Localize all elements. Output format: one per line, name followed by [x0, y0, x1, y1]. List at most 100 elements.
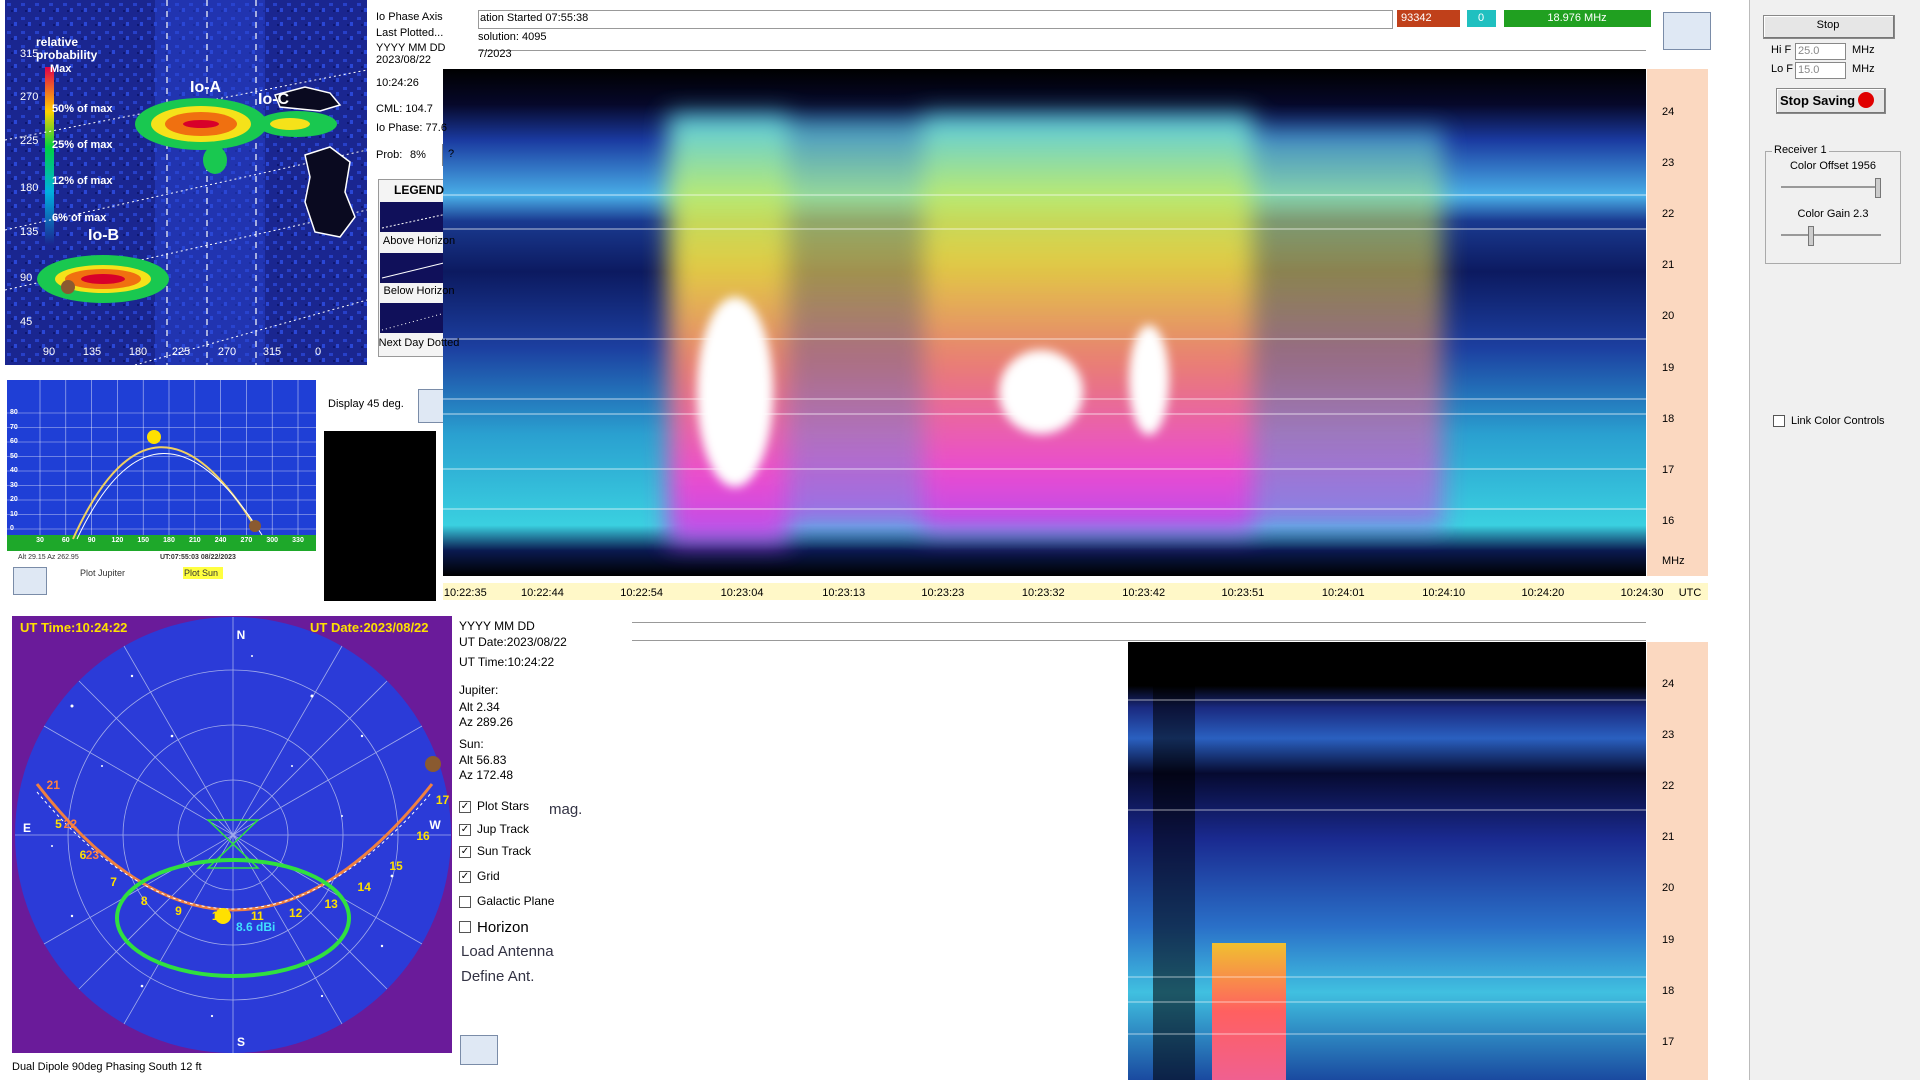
hour-label: 13 [324, 896, 338, 911]
option-checkbox[interactable]: ✓ [459, 824, 471, 836]
ut-date: UT Date:2023/08/22 [310, 620, 429, 635]
time-tick-label: 10:22:35 [443, 587, 487, 599]
footer-text: Alt 29.15 Az 262.95 [18, 554, 79, 561]
time-axis-band [443, 583, 1708, 600]
lo-f-input[interactable] [1795, 62, 1846, 79]
info-text: Display 45 deg. [328, 398, 404, 410]
camera-button[interactable] [460, 1035, 498, 1065]
camera-button[interactable] [13, 567, 47, 595]
direction-label: N [236, 628, 246, 642]
y-tick-label: 135 [20, 226, 39, 238]
option-checkbox[interactable]: ✓ [459, 871, 471, 883]
x-tick-label: 315 [262, 346, 282, 358]
checkbox-label[interactable]: Link Color Controls [1791, 415, 1885, 427]
counter-box [1397, 10, 1460, 27]
stop-button[interactable] [1763, 15, 1895, 39]
offset-thumb[interactable] [1875, 178, 1881, 198]
time-tick-label: 10:24:01 [1321, 587, 1365, 599]
frequency-axis-band [1647, 69, 1708, 576]
y-tick-label: 80 [10, 409, 18, 416]
x-tick-label: 270 [217, 346, 237, 358]
legend-item: Above Horizon [382, 235, 456, 247]
info-text: YYYY MM DD [459, 619, 535, 633]
time-tick-label: 10:24:30 [1620, 587, 1664, 599]
time-tick-label: 10:24:20 [1521, 587, 1565, 599]
info-text: Alt 56.83 [459, 753, 507, 767]
hour-label: 7 [110, 874, 117, 889]
axis-unit: UTC [1678, 587, 1702, 599]
option-label[interactable]: Jup Track [477, 822, 530, 836]
button-label[interactable]: Stop [1816, 19, 1840, 31]
gain-thumb[interactable] [1808, 226, 1814, 246]
offset-slider[interactable] [1781, 186, 1881, 188]
time-tick-label: 10:24:10 [1422, 587, 1466, 599]
option-label[interactable]: Plot Stars [477, 799, 530, 813]
status-text: solution: 4095 [478, 31, 547, 43]
link-checkbox[interactable] [1773, 415, 1785, 427]
preview-box [324, 431, 436, 601]
option-checkbox[interactable] [459, 921, 471, 933]
region-label: Io-C [258, 91, 290, 108]
y-tick-label: 315 [20, 48, 39, 60]
button-label[interactable]: Stop Saving [1780, 93, 1856, 108]
x-tick-label: 180 [128, 346, 148, 358]
option-label[interactable]: Grid [477, 869, 500, 883]
info-text: Last Plotted... [376, 27, 444, 39]
status-text: ation Started 07:55:38 [480, 12, 589, 24]
hour-label: 6 [79, 847, 87, 862]
option-label[interactable]: Horizon [477, 919, 529, 936]
info-text: Io Phase Axis [376, 11, 443, 23]
counter-text: 93342 [1401, 12, 1432, 24]
hour-label: 10 [211, 908, 226, 923]
legend-item: Below Horizon [383, 285, 455, 297]
group-label: Receiver 1 [1772, 144, 1829, 156]
x-tick-label: 180 [163, 537, 175, 544]
option-label[interactable]: Sun Track [477, 844, 532, 858]
option-checkbox[interactable] [459, 896, 471, 908]
y-tick-label: 225 [20, 135, 39, 147]
checkbox-label[interactable]: Plot Jupiter [80, 568, 126, 578]
link-label[interactable]: Define Ant. [461, 968, 535, 985]
io-phase-plot [5, 0, 367, 365]
status-field [478, 10, 1393, 29]
y-tick-label: 20 [10, 496, 18, 503]
hour-label: 23 [85, 847, 100, 862]
checkbox-label[interactable]: Plot Sun [184, 568, 219, 578]
separator [478, 50, 1646, 51]
direction-label: W [429, 818, 441, 832]
frequency-tick-label: 21 [1662, 259, 1675, 272]
zero-box [1467, 10, 1496, 27]
hour-label: 12 [288, 906, 303, 921]
frequency-tick-label: 19 [1662, 361, 1675, 374]
option-checkbox[interactable]: ✓ [459, 801, 471, 813]
direction-label: E [22, 821, 32, 835]
camera-button[interactable] [1663, 12, 1711, 50]
lower-spectrogram [1128, 642, 1646, 1080]
hi-f-input[interactable] [1795, 43, 1846, 60]
time-tick-label: 10:22:44 [521, 587, 564, 599]
time-tick-label: 10:23:04 [720, 587, 764, 599]
frequency-tick-label: 24 [1662, 106, 1675, 118]
field-value: 15.0 [1798, 64, 1820, 76]
y-tick-label: 90 [20, 272, 33, 284]
sky-map [12, 616, 452, 1053]
field-unit: MHz [1852, 63, 1875, 75]
option-label[interactable]: Galactic Plane [477, 894, 555, 908]
x-tick-label: 225 [171, 346, 191, 358]
info-text: Prob: [376, 149, 403, 161]
frequency-tick-label: 19 [1662, 933, 1675, 946]
link-label[interactable]: Load Antenna [461, 943, 554, 960]
gain-slider[interactable] [1781, 234, 1881, 236]
track-footer [7, 552, 316, 600]
time-tick-label: 10:23:51 [1221, 587, 1265, 599]
zero-text: 0 [1478, 12, 1485, 24]
x-tick-label: 120 [111, 537, 124, 544]
hour-label: 5 [55, 817, 62, 832]
option-checkbox[interactable]: ✓ [459, 846, 471, 858]
frequency-tick-label: 22 [1662, 780, 1675, 793]
y-tick-label: 70 [10, 423, 18, 431]
info-text: Az 172.48 [459, 768, 514, 782]
button-label[interactable]: ? [448, 148, 455, 160]
frequency-tick-label: 22 [1662, 208, 1675, 221]
